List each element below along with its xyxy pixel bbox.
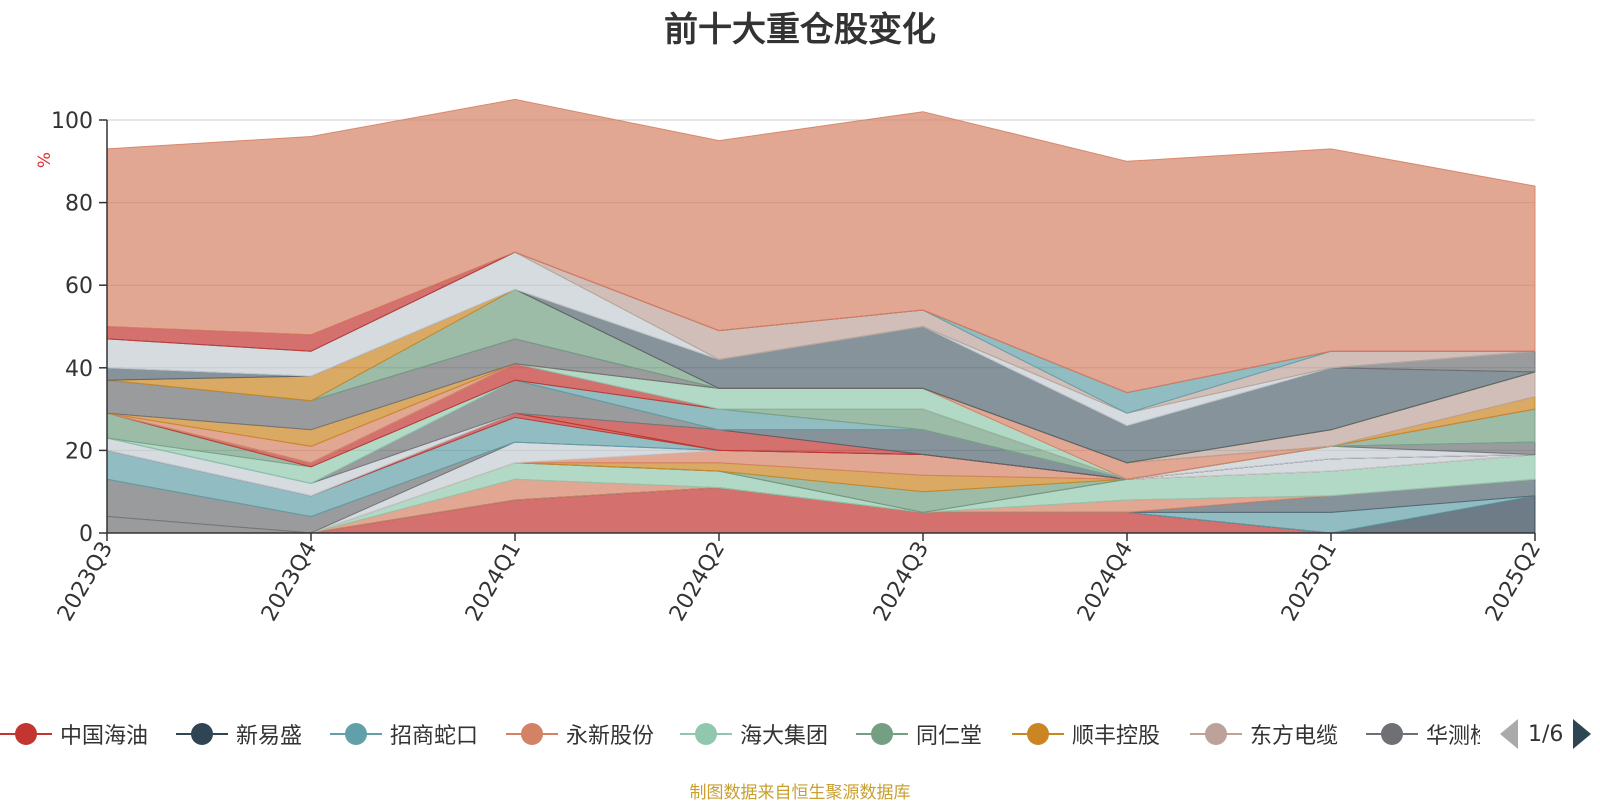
legend-marker-icon (856, 716, 908, 752)
x-tick-label: 2024Q4 (1073, 538, 1138, 626)
x-tick-label: 2024Q3 (869, 538, 934, 626)
x-tick-label: 2023Q3 (53, 538, 118, 626)
legend-label: 顺丰控股 (1072, 724, 1161, 749)
legend-dot-icon (695, 723, 717, 745)
legend-label: 华测检测 (1426, 724, 1480, 749)
legend-marker-icon (0, 716, 52, 752)
x-tick-label: 2025Q1 (1277, 538, 1342, 626)
legend-next-page-icon[interactable] (1573, 719, 1592, 749)
legend-label: 中国海油 (60, 724, 149, 749)
legend: 中国海油 新易盛 招商蛇口 永新股份 海大集团 同仁堂 顺丰控股 东方电缆 华测检测 (0, 716, 1600, 752)
legend-label: 永新股份 (566, 724, 655, 749)
legend-marker-icon (1190, 716, 1242, 752)
legend-item[interactable]: 海大集团 (680, 716, 828, 752)
legend-item[interactable]: 招商蛇口 (330, 716, 478, 752)
area-layer-36 (106, 98, 1536, 394)
y-tick-label: 60 (65, 274, 93, 299)
legend-item[interactable]: 东方电缆 (1190, 716, 1338, 752)
legend-dot-icon (1205, 723, 1227, 745)
y-axis-label: % (35, 152, 55, 168)
legend-label: 新易盛 (236, 724, 303, 749)
legend-item[interactable]: 新易盛 (176, 716, 302, 752)
x-tick-label: 2024Q1 (461, 538, 526, 626)
y-tick-label: 100 (51, 109, 93, 134)
legend-item[interactable]: 华测检测 (1366, 716, 1480, 752)
y-tick-label: 0 (79, 522, 93, 547)
legend-item[interactable]: 顺丰控股 (1012, 716, 1160, 752)
chart-title: 前十大重仓股变化 (664, 10, 936, 50)
legend-items-viewport: 中国海油 新易盛 招商蛇口 永新股份 海大集团 同仁堂 顺丰控股 东方电缆 华测检测 (0, 716, 1480, 752)
legend-dot-icon (1381, 723, 1403, 745)
legend-marker-icon (1012, 716, 1064, 752)
legend-label: 同仁堂 (916, 724, 983, 749)
y-tick-label: 40 (65, 357, 93, 382)
legend-item[interactable]: 中国海油 (0, 716, 148, 752)
legend-marker-icon (176, 716, 228, 752)
legend-dot-icon (1027, 723, 1049, 745)
legend-dot-icon (15, 723, 37, 745)
legend-item[interactable]: 永新股份 (506, 716, 654, 752)
legend-dot-icon (345, 723, 367, 745)
legend-dot-icon (871, 723, 893, 745)
legend-dot-icon (521, 723, 543, 745)
legend-item[interactable]: 同仁堂 (856, 716, 982, 752)
legend-prev-page-icon[interactable] (1500, 719, 1518, 749)
y-tick-label: 20 (65, 439, 93, 464)
legend-label: 海大集团 (740, 724, 829, 749)
stacked-areas (106, 98, 1536, 534)
y-tick-label: 80 (65, 192, 93, 217)
legend-marker-icon (330, 716, 382, 752)
source-note: 制图数据来自恒生聚源数据库 (689, 783, 911, 803)
legend-marker-icon (1366, 716, 1418, 752)
legend-label: 东方电缆 (1250, 724, 1339, 749)
x-tick-label: 2023Q4 (257, 538, 322, 626)
legend-label: 招商蛇口 (390, 724, 479, 749)
x-tick-label: 2025Q2 (1481, 538, 1546, 626)
x-tick-label: 2024Q2 (665, 538, 730, 626)
legend-pager: 1/6 (1500, 716, 1592, 752)
legend-page-indicator: 1/6 (1528, 721, 1564, 747)
legend-marker-icon (506, 716, 558, 752)
legend-dot-icon (191, 723, 213, 745)
legend-marker-icon (680, 716, 732, 752)
